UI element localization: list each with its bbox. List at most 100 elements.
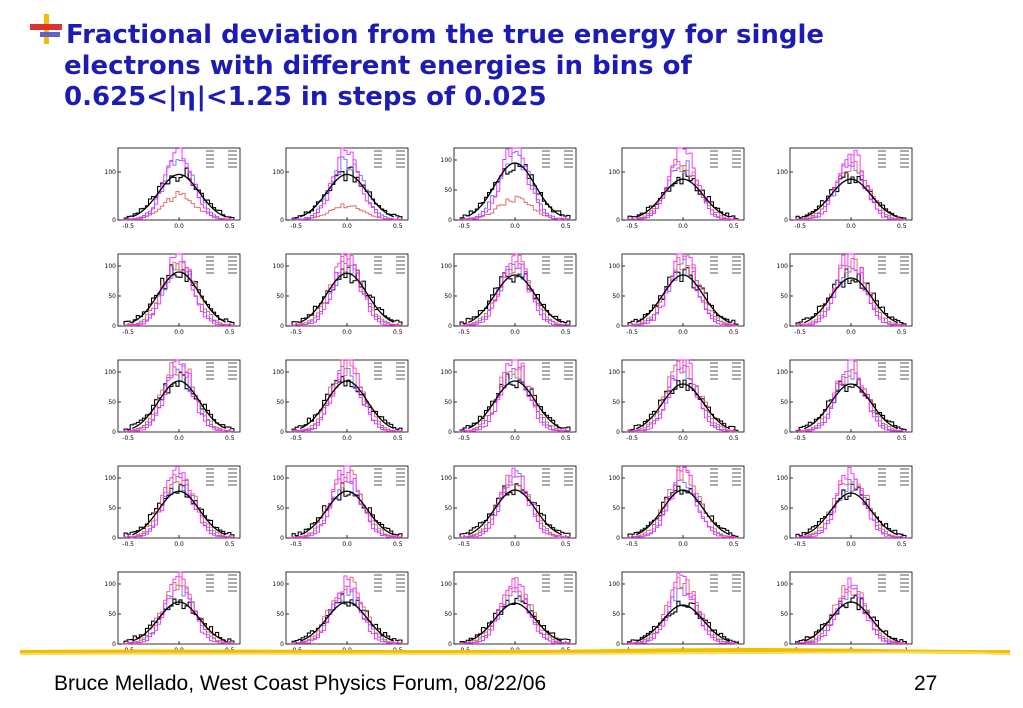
- fit-curve: [131, 380, 227, 429]
- x-tick-label: 0.5: [561, 329, 571, 336]
- histogram-series-4: [795, 253, 907, 327]
- histogram-series-4: [627, 466, 739, 539]
- y-tick-label: 0: [448, 323, 452, 330]
- x-tick-label: -0.5: [626, 541, 638, 548]
- panel-frame: [621, 253, 745, 327]
- histogram-panel: 0 50 100 -0.5 0.0 0.5: [609, 465, 745, 548]
- histogram-series-4: [795, 149, 907, 221]
- x-tick-label: -0.5: [458, 329, 470, 336]
- histogram-series-4: [459, 253, 571, 327]
- x-tick-label: 0.5: [393, 647, 403, 650]
- x-tick-label: 0.0: [174, 223, 184, 230]
- y-tick-label: 100: [609, 369, 621, 376]
- x-tick-label: 0.5: [225, 647, 235, 650]
- histogram-series-4: [291, 147, 403, 221]
- x-tick-label: -0.5: [290, 541, 302, 548]
- fit-curve: [467, 274, 563, 323]
- y-tick-label: 0: [448, 535, 452, 542]
- histogram-series-3: [795, 585, 907, 644]
- y-tick-label: 50: [108, 505, 116, 512]
- fit-curve: [636, 604, 730, 642]
- histogram-series-1: [291, 593, 403, 644]
- y-tick-label: 0: [616, 535, 620, 542]
- title-line-1: Fractional deviation from the true energ…: [66, 20, 825, 50]
- y-tick-label: 0: [784, 535, 788, 542]
- histogram-series-1: [123, 483, 235, 538]
- histogram-series-3: [123, 191, 235, 220]
- x-tick-label: 0.5: [729, 541, 739, 548]
- histogram-series-2: [291, 365, 403, 433]
- histogram-panel: 0 50 100 -0.5 0.0 0.5: [105, 571, 241, 650]
- histogram-panel: 0 50 100 -0.5 0.0 0.5: [441, 147, 577, 230]
- histogram-series-4: [291, 465, 403, 539]
- histogram-series-3: [123, 362, 235, 433]
- y-tick-label: 0: [280, 323, 284, 330]
- histogram-panel: 0 50 100 -0.5 0.0 0.5: [441, 253, 577, 336]
- x-tick-label: -0.5: [122, 435, 134, 442]
- histogram-series-3: [627, 576, 739, 645]
- fit-curve: [131, 271, 227, 323]
- histogram-panel: 0 50 100 -0.5 0.0 0.5: [273, 465, 409, 548]
- x-tick-label: 0.0: [342, 223, 352, 230]
- x-tick-label: 0.5: [225, 541, 235, 548]
- histogram-series-3: [291, 359, 403, 432]
- x-tick-label: -0.5: [458, 223, 470, 230]
- y-tick-label: 0: [448, 217, 452, 224]
- page-number: 27: [914, 672, 938, 695]
- histogram-series-3: [627, 466, 739, 539]
- y-tick-label: 100: [777, 369, 789, 376]
- histogram-panel: 0 100 -0.5 0.0 0.5: [609, 147, 745, 230]
- x-tick-label: 0.5: [561, 647, 571, 650]
- y-tick-label: 100: [105, 169, 117, 176]
- x-tick-label: 0.0: [342, 541, 352, 548]
- y-tick-label: 100: [105, 263, 117, 270]
- histogram-series-3: [795, 258, 907, 327]
- x-tick-label: 0.5: [561, 541, 571, 548]
- fit-curve: [299, 380, 395, 429]
- histogram-panel: 0 50 100 -0.5 0.0 0.5: [441, 359, 577, 442]
- fit-curve: [467, 162, 563, 217]
- fit-curve: [300, 601, 394, 642]
- y-tick-label: 50: [108, 399, 116, 406]
- histogram-series-3: [123, 261, 235, 326]
- histogram-series-4: [123, 466, 235, 539]
- panel-frame: [789, 465, 913, 539]
- x-tick-label: 0.0: [678, 223, 688, 230]
- histogram-series-4: [795, 466, 907, 539]
- y-tick-label: 50: [780, 505, 788, 512]
- y-tick-label: 50: [276, 293, 284, 300]
- x-tick-label: 0.0: [174, 541, 184, 548]
- y-tick-label: 100: [609, 169, 621, 176]
- x-tick-label: 0.5: [393, 223, 403, 230]
- histogram-series-4: [459, 359, 571, 433]
- histogram-series-3: [123, 576, 235, 644]
- y-tick-label: 0: [784, 323, 788, 330]
- histogram-series-3: [627, 159, 739, 221]
- y-tick-label: 100: [609, 263, 621, 270]
- fit-curve: [803, 277, 899, 324]
- fit-curve: [803, 492, 899, 536]
- fit-curve: [804, 601, 898, 642]
- x-tick-label: -0.5: [290, 329, 302, 336]
- y-tick-label: 50: [108, 293, 116, 300]
- y-tick-label: 50: [444, 399, 452, 406]
- panel-frame: [453, 147, 577, 221]
- x-tick-label: 0.0: [846, 223, 856, 230]
- x-tick-label: -0.5: [458, 647, 470, 650]
- y-tick-label: 50: [612, 505, 620, 512]
- histogram-series-4: [291, 575, 403, 645]
- y-tick-label: 100: [105, 369, 117, 376]
- x-tick-label: 0.0: [342, 329, 352, 336]
- histogram-panel: 0 100 -0.5 0.0 0.5: [273, 147, 409, 230]
- title-line-3: 0.625<|η|<1.25 in steps of 0.025: [64, 82, 964, 113]
- fit-curve: [299, 173, 395, 218]
- x-tick-label: -0.5: [290, 223, 302, 230]
- histogram-panel: 0 50 100 -0.5 0.0 0.5: [441, 465, 577, 548]
- histogram-panel: 0 100 -0.5 0.0 0.5: [777, 147, 913, 230]
- footer-text: Bruce Mellado, West Coast Physics Forum,…: [54, 672, 547, 695]
- y-tick-label: 0: [280, 535, 284, 542]
- y-tick-label: 0: [448, 641, 452, 648]
- y-tick-label: 100: [777, 169, 789, 176]
- y-tick-label: 0: [616, 641, 620, 648]
